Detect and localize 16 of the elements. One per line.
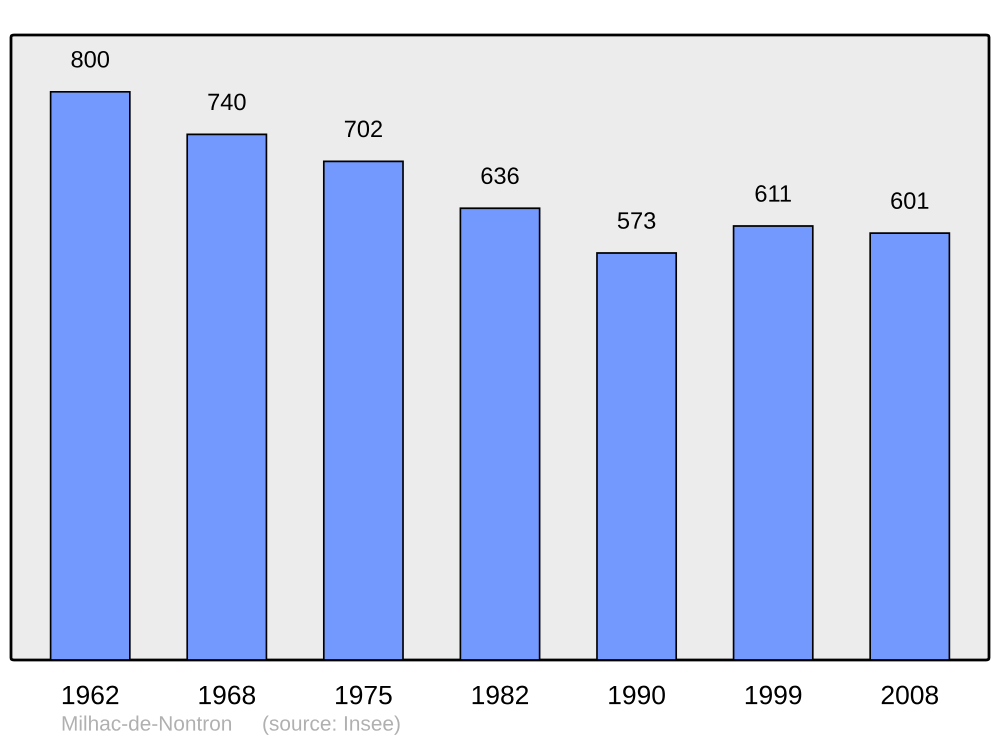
data-label: 601 — [891, 192, 928, 210]
data-label: 800 — [72, 50, 109, 68]
x-tick-label: 1982 — [472, 686, 528, 704]
text: (source: Insee) — [263, 715, 400, 735]
x-tick-label: 1999 — [746, 686, 802, 704]
x-tick-label: 2008 — [882, 686, 938, 704]
data-label: 611 — [756, 185, 791, 202]
data-label: 740 — [208, 94, 246, 110]
x-tick-label: 1990 — [609, 686, 665, 704]
x-tick-label: 1962 — [62, 686, 118, 704]
data-label: 573 — [618, 212, 656, 229]
data-label: 702 — [344, 120, 382, 138]
x-tick-label: 1968 — [199, 686, 256, 704]
x-tick-label: 1975 — [336, 686, 392, 704]
text: Milhac-de-Nontron — [62, 715, 232, 731]
data-label: 636 — [482, 167, 519, 184]
